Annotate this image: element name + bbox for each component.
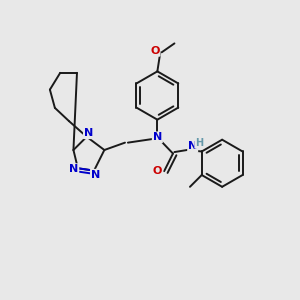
Text: N: N xyxy=(69,164,78,174)
Text: N: N xyxy=(153,132,162,142)
Text: O: O xyxy=(153,166,162,176)
Text: H: H xyxy=(195,138,203,148)
Text: N: N xyxy=(91,170,100,180)
Text: O: O xyxy=(150,46,160,56)
Text: N: N xyxy=(84,128,93,138)
Text: N: N xyxy=(188,142,197,152)
